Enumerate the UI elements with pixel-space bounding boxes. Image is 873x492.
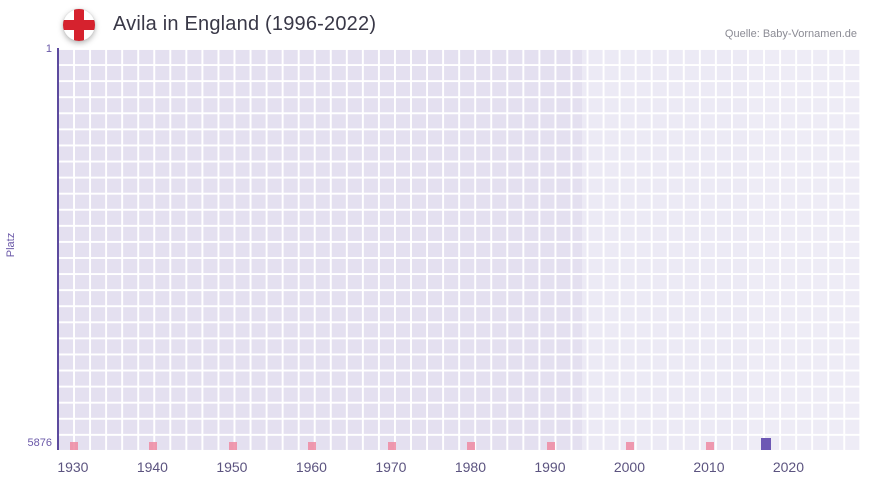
decade-mark — [308, 442, 317, 450]
england-flag-icon — [62, 8, 96, 42]
decade-mark — [546, 442, 555, 450]
recent-period-highlight — [748, 48, 860, 450]
decade-mark — [228, 442, 237, 450]
decade-mark — [705, 442, 714, 450]
y-axis-label: Platz — [5, 232, 17, 258]
decade-mark — [149, 442, 158, 450]
x-tick-label: 2010 — [693, 459, 725, 475]
x-tick-label: 1950 — [216, 459, 248, 475]
x-tick-label: 2000 — [613, 459, 645, 475]
x-tick-label: 1930 — [57, 459, 89, 475]
source-credit: Quelle: Baby-Vornamen.de — [724, 28, 857, 40]
x-tick-label: 1990 — [534, 459, 566, 475]
data-bar-avila-2017 — [760, 437, 771, 450]
x-tick-label: 1980 — [454, 459, 486, 475]
chart-title: Avila in England (1996-2022) — [113, 13, 377, 35]
x-tick-label: 2020 — [772, 459, 805, 475]
x-axis: 1930 1940 1950 1960 1970 1980 1990 2000 2010 2020 — [57, 456, 860, 480]
decade-mark — [69, 442, 78, 450]
data-period-highlight — [581, 48, 860, 450]
decade-mark — [626, 442, 635, 450]
x-tick-label: 1940 — [136, 459, 168, 475]
plot-area — [57, 48, 860, 450]
y-tick-top: 1 — [45, 43, 52, 55]
y-axis-line — [57, 48, 59, 450]
decade-mark — [387, 442, 396, 450]
chart-header: Avila in England (1996-2022) Quelle: Bab… — [0, 0, 873, 48]
decade-mark — [467, 442, 476, 450]
x-tick-label: 1970 — [375, 459, 407, 475]
y-tick-bottom: 5876 — [27, 437, 52, 449]
x-tick-label: 1960 — [295, 459, 327, 475]
